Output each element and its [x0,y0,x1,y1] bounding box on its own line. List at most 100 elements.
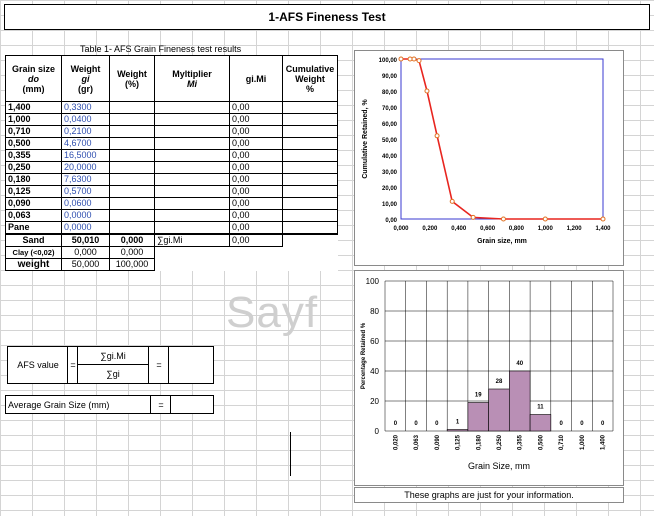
gimi-cell[interactable]: 0,00 [229,185,283,198]
grain-size-cell[interactable]: 1,400 [5,101,62,114]
y-tick-label: 80 [370,307,379,316]
weight-cell[interactable]: 0,0000 [61,221,110,235]
gimi-cell[interactable]: 0,00 [229,113,283,126]
sand-pct[interactable]: 0,000 [109,233,155,247]
multiplier-cell[interactable] [154,113,230,126]
multiplier-cell[interactable] [154,221,230,235]
total-weight[interactable]: 50,000 [61,258,110,271]
multiplier-cell[interactable] [154,173,230,186]
weight-cell[interactable]: 0,3300 [61,101,110,114]
cumulative-cell[interactable] [282,137,338,150]
cumulative-cell[interactable] [282,149,338,162]
grain-size-cell[interactable]: 0,125 [5,185,62,198]
grain-size-cell[interactable]: 0,710 [5,125,62,138]
gimi-cell[interactable]: 0,00 [229,101,283,114]
cumulative-cell[interactable] [282,185,338,198]
gimi-cell[interactable]: 0,00 [229,197,283,210]
cumulative-cell[interactable] [282,221,338,235]
x-tick-label: 1,200 [567,226,583,232]
header-multiplier-l1: Myltiplier [172,68,212,79]
cumulative-chart[interactable]: 0,00 10,00 20,00 30,00 40,00 50,00 60,00 70,00 8… [354,50,624,266]
multiplier-cell[interactable] [154,149,230,162]
weight-cell[interactable]: 0,0000 [61,209,110,222]
total-label[interactable]: weight [5,258,62,271]
cumulative-cell[interactable] [282,161,338,174]
gimi-cell[interactable]: 0,00 [229,125,283,138]
table-row: 0,180 7,6300 0,00 [5,173,338,186]
x-tick-label: 0,355 [518,434,524,450]
grain-size-cell[interactable]: 0,180 [5,173,62,186]
afs-denominator[interactable]: ∑gi [77,364,149,384]
weight-pct-cell[interactable] [109,161,155,174]
gimi-cell[interactable]: 0,00 [229,137,283,150]
weight-cell[interactable]: 0,2100 [61,125,110,138]
weight-pct-cell[interactable] [109,197,155,210]
multiplier-cell[interactable] [154,137,230,150]
weight-cell[interactable]: 20,0000 [61,161,110,174]
gimi-cell[interactable]: 0,00 [229,209,283,222]
bar [467,402,489,432]
clay-weight[interactable]: 0,000 [61,246,110,259]
sand-label[interactable]: Sand [5,233,62,247]
data-label-bg [493,376,505,385]
multiplier-cell[interactable] [154,185,230,198]
grain-size-cell[interactable]: 0,355 [5,149,62,162]
cumulative-cell[interactable] [282,113,338,126]
x-tick-label: 0,800 [509,226,525,232]
gimi-cell[interactable]: 0,00 [229,149,283,162]
gimi-cell[interactable]: 0,00 [229,161,283,174]
multiplier-cell[interactable] [154,161,230,174]
avg-result-cell[interactable] [170,395,214,414]
weight-pct-cell[interactable] [109,125,155,138]
percentage-chart[interactable]: 0 20 40 60 80 100 0 0,020 0 0,063 0 0,090 1 0,125 19 0,… [354,270,624,486]
total-pct[interactable]: 100,000 [109,258,155,271]
cumulative-cell[interactable] [282,125,338,138]
header-weight-gr-l1: Weight [70,63,101,74]
multiplier-cell[interactable] [154,101,230,114]
clay-label[interactable]: Clay (<0,02) [5,246,62,259]
weight-cell[interactable]: 4,6700 [61,137,110,150]
weight-pct-cell[interactable] [109,149,155,162]
grain-size-cell[interactable]: 0,500 [5,137,62,150]
results-table: Grain size do (mm) Weight gi (gr) Weight… [5,55,338,271]
sand-gimi[interactable]: 0,00 [229,233,283,247]
sand-weight[interactable]: 50,010 [61,233,110,247]
header-weight-gr-l3: (gr) [78,83,93,94]
data-point [416,58,422,64]
weight-cell[interactable]: 0,5700 [61,185,110,198]
weight-pct-cell[interactable] [109,113,155,126]
weight-pct-cell[interactable] [109,185,155,198]
weight-pct-cell[interactable] [109,101,155,114]
multiplier-cell[interactable] [154,197,230,210]
weight-cell[interactable]: 0,0400 [61,113,110,126]
afs-numerator[interactable]: ∑gi.Mi [77,346,149,365]
gimi-cell[interactable]: 0,00 [229,221,283,235]
weight-pct-cell[interactable] [109,173,155,186]
grain-size-cell[interactable]: Pane [5,221,62,235]
grain-size-cell[interactable]: 0,090 [5,197,62,210]
grain-size-cell[interactable]: 1,000 [5,113,62,126]
multiplier-cell[interactable] [154,209,230,222]
cumulative-cell[interactable] [282,197,338,210]
sand-mult[interactable]: ∑gi.Mi [154,233,230,247]
afs-value-label[interactable]: AFS value [7,346,69,384]
cumulative-cell[interactable] [282,101,338,114]
data-label: 0 [414,421,418,427]
table-row: 0,710 0,2100 0,00 [5,125,338,138]
weight-pct-cell[interactable] [109,221,155,235]
afs-result-cell[interactable] [168,346,214,384]
grain-size-cell[interactable]: 0,250 [5,161,62,174]
cumulative-cell[interactable] [282,173,338,186]
weight-pct-cell[interactable] [109,209,155,222]
cumulative-cell[interactable] [282,209,338,222]
clay-pct[interactable]: 0,000 [109,246,155,259]
x-tick-label: 0,400 [451,226,467,232]
weight-pct-cell[interactable] [109,137,155,150]
weight-cell[interactable]: 16,5000 [61,149,110,162]
grain-size-cell[interactable]: 0,063 [5,209,62,222]
gimi-cell[interactable]: 0,00 [229,173,283,186]
avg-grain-label[interactable]: Average Grain Size (mm) [5,395,152,414]
weight-cell[interactable]: 7,6300 [61,173,110,186]
weight-cell[interactable]: 0,0600 [61,197,110,210]
multiplier-cell[interactable] [154,125,230,138]
